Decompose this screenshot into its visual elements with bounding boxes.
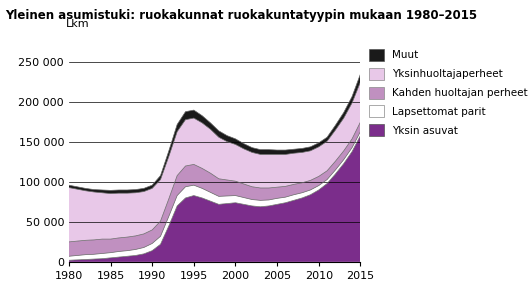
Legend: Muut, Yksinhuoltajaperheet, Kahden huoltajan perheet, Lapsettomat parit, Yksin a: Muut, Yksinhuoltajaperheet, Kahden huolt… xyxy=(368,49,528,136)
Text: Yleinen asumistuki: ruokakunnat ruokakuntatyypin mukaan 1980–2015: Yleinen asumistuki: ruokakunnat ruokakun… xyxy=(5,9,478,22)
Text: Lkm: Lkm xyxy=(66,19,90,29)
